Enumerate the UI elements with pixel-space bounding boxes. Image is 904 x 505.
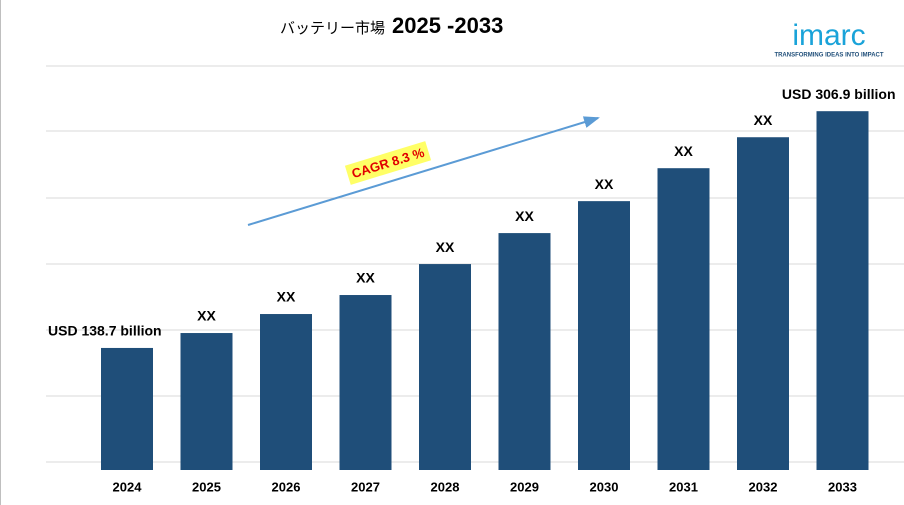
chart-title-years: 2025 -2033 <box>392 13 503 38</box>
bar <box>498 233 551 470</box>
cagr-background <box>344 141 432 185</box>
trend-arrow <box>247 116 600 226</box>
bar <box>419 264 471 470</box>
logo-tagline: TRANSFORMING IDEAS INTO IMPACT <box>774 53 883 59</box>
data-label: XX <box>277 289 296 305</box>
logo: imarc <box>792 19 865 52</box>
data-label: USD 306.9 billion <box>782 86 896 102</box>
data-label: XX <box>197 308 216 324</box>
x-tick-label: 2024 <box>113 479 143 494</box>
data-label: XX <box>356 270 375 286</box>
x-tick-label: 2033 <box>828 479 857 494</box>
chart-title: バッテリー市場 <box>280 20 385 37</box>
bar <box>101 347 153 470</box>
data-label: USD 138.7 billion <box>48 323 162 339</box>
bar <box>180 333 233 470</box>
x-tick-label: 2032 <box>749 479 778 494</box>
x-tick-label: 2026 <box>272 479 301 494</box>
x-tick-label: 2025 <box>192 479 221 494</box>
x-tick-label: 2028 <box>431 479 460 494</box>
data-label: XX <box>436 239 455 255</box>
data-label: XX <box>674 143 693 159</box>
data-label: XX <box>595 176 614 192</box>
bar <box>339 295 392 470</box>
bar <box>260 314 312 470</box>
x-tick-label: 2027 <box>351 479 380 494</box>
bar <box>657 168 710 470</box>
x-tick-label: 2029 <box>510 479 539 494</box>
bar <box>816 111 869 470</box>
bar <box>578 201 630 470</box>
data-label: XX <box>754 112 773 128</box>
bar <box>737 137 789 470</box>
x-tick-label: 2030 <box>590 479 619 494</box>
data-label: XX <box>515 208 534 224</box>
x-tick-label: 2031 <box>669 479 698 494</box>
